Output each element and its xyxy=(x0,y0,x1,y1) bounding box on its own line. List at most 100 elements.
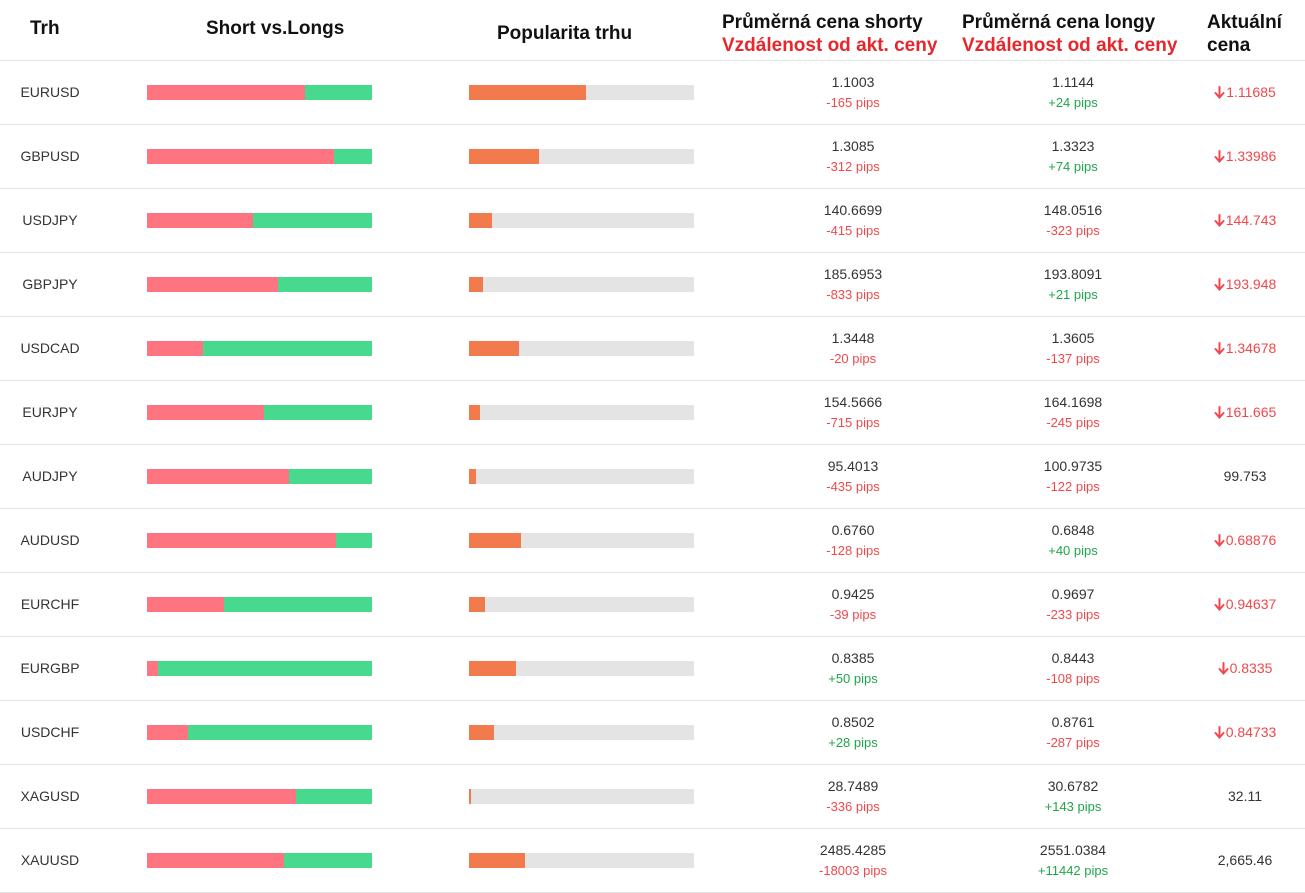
short-long-bar xyxy=(147,85,372,100)
market-symbol[interactable]: AUDUSD xyxy=(20,532,80,548)
short-long-bar xyxy=(147,661,372,676)
popularity-fill xyxy=(469,341,519,356)
long-distance: +11442 pips xyxy=(1037,863,1109,878)
market-symbol[interactable]: USDCAD xyxy=(20,340,80,356)
table-row[interactable]: EURCHF 0.9425 -39 pips 0.9697 -233 pips 0.946… xyxy=(0,573,1305,637)
header-avg-long-title: Průměrná cena longy xyxy=(962,12,1156,33)
short-distance: -20 pips xyxy=(829,351,877,366)
short-long-bar xyxy=(147,341,372,356)
table-row[interactable]: USDCAD 1.3448 -20 pips 1.3605 -137 pips 1.346… xyxy=(0,317,1305,381)
market-symbol[interactable]: EURUSD xyxy=(20,84,80,100)
avg-long-cell: 0.8443 -108 pips xyxy=(973,648,1173,690)
market-symbol[interactable]: EURCHF xyxy=(20,596,80,612)
short-long-bar xyxy=(147,277,372,292)
popularity-fill xyxy=(469,85,586,100)
market-symbol[interactable]: EURJPY xyxy=(22,404,78,420)
avg-short-price: 95.4013 xyxy=(827,458,879,474)
avg-short-price: 2485.4285 xyxy=(819,842,887,858)
avg-short-cell: 1.1003 -165 pips xyxy=(753,72,953,114)
short-long-bar xyxy=(147,213,372,228)
popularity-fill xyxy=(469,149,539,164)
table-row[interactable]: EURGBP 0.8385 +50 pips 0.8443 -108 pips 0.833… xyxy=(0,637,1305,701)
current-price-value: 0.8335 xyxy=(1229,660,1273,676)
market-symbol[interactable]: USDJPY xyxy=(22,212,78,228)
long-distance: -287 pips xyxy=(1046,735,1100,750)
avg-short-cell: 1.3448 -20 pips xyxy=(753,328,953,370)
table-row[interactable]: USDCHF 0.8502 +28 pips 0.8761 -287 pips 0.847… xyxy=(0,701,1305,765)
short-distance: -715 pips xyxy=(826,415,880,430)
header-avg-short-sub: Vzdálenost od akt. ceny xyxy=(722,35,938,56)
table-row[interactable]: AUDUSD 0.6760 -128 pips 0.6848 +40 pips 0.688… xyxy=(0,509,1305,573)
avg-long-price: 0.9697 xyxy=(1051,586,1095,602)
market-symbol[interactable]: AUDJPY xyxy=(22,468,78,484)
popularity-bar xyxy=(469,533,694,548)
popularity-bar xyxy=(469,661,694,676)
header-popularity: Popularita trhu xyxy=(497,23,633,44)
avg-long-cell: 100.9735 -122 pips xyxy=(973,456,1173,498)
short-portion xyxy=(147,405,264,420)
avg-long-price: 0.8443 xyxy=(1051,650,1095,666)
popularity-fill xyxy=(469,533,521,548)
avg-long-cell: 0.9697 -233 pips xyxy=(973,584,1173,626)
current-price: 0.68876 xyxy=(1200,509,1290,572)
long-distance: -108 pips xyxy=(1046,671,1100,686)
current-price: 1.33986 xyxy=(1200,125,1290,188)
header-short-vs-longs: Short vs.Longs xyxy=(206,18,345,39)
table-row[interactable]: AUDJPY 95.4013 -435 pips 100.9735 -122 pips 9… xyxy=(0,445,1305,509)
avg-short-cell: 1.3085 -312 pips xyxy=(753,136,953,178)
short-distance: -128 pips xyxy=(826,543,880,558)
avg-long-price: 1.3323 xyxy=(1051,138,1095,154)
avg-long-price: 0.8761 xyxy=(1051,714,1095,730)
table-row[interactable]: GBPJPY 185.6953 -833 pips 193.8091 +21 pips 1… xyxy=(0,253,1305,317)
short-portion xyxy=(147,277,278,292)
popularity-bar xyxy=(469,597,694,612)
long-distance: -245 pips xyxy=(1046,415,1100,430)
arrow-down-icon xyxy=(1214,150,1225,163)
arrow-down-icon xyxy=(1214,342,1225,355)
market-symbol[interactable]: XAGUSD xyxy=(20,788,80,804)
short-portion xyxy=(147,789,296,804)
avg-long-price: 0.6848 xyxy=(1051,522,1095,538)
header-current-price: Aktuální cena xyxy=(1207,11,1282,57)
short-portion xyxy=(147,597,224,612)
table-row[interactable]: EURJPY 154.5666 -715 pips 164.1698 -245 pips… xyxy=(0,381,1305,445)
market-symbol[interactable]: XAUUSD xyxy=(20,852,80,868)
short-portion xyxy=(147,661,159,676)
short-portion xyxy=(147,149,334,164)
current-price-value: 1.11685 xyxy=(1226,84,1276,100)
arrow-down-icon xyxy=(1214,534,1225,547)
current-price: 2,665.46 xyxy=(1200,829,1290,892)
short-portion xyxy=(147,469,289,484)
popularity-bar xyxy=(469,213,694,228)
table-row[interactable]: GBPUSD 1.3085 -312 pips 1.3323 +74 pips 1.339… xyxy=(0,125,1305,189)
table-row[interactable]: XAGUSD 28.7489 -336 pips 30.6782 +143 pips 32… xyxy=(0,765,1305,829)
arrow-down-icon xyxy=(1214,726,1225,739)
popularity-fill xyxy=(469,853,526,868)
arrow-down-icon xyxy=(1214,214,1225,227)
avg-long-price: 2551.0384 xyxy=(1039,842,1107,858)
current-price-value: 32.11 xyxy=(1228,788,1262,804)
market-symbol[interactable]: EURGBP xyxy=(20,660,80,676)
table-row[interactable]: EURUSD 1.1003 -165 pips 1.1144 +24 pips 1.116… xyxy=(0,61,1305,125)
current-price: 0.8335 xyxy=(1200,637,1290,700)
market-symbol[interactable]: GBPJPY xyxy=(22,276,78,292)
table-body: EURUSD 1.1003 -165 pips 1.1144 +24 pips 1.116… xyxy=(0,61,1305,893)
market-symbol[interactable]: USDCHF xyxy=(20,724,80,740)
popularity-bar xyxy=(469,277,694,292)
avg-short-price: 1.1003 xyxy=(831,74,875,90)
short-long-bar xyxy=(147,149,372,164)
avg-long-cell: 1.1144 +24 pips xyxy=(973,72,1173,114)
arrow-down-icon xyxy=(1214,278,1225,291)
table-row[interactable]: XAUUSD 2485.4285 -18003 pips 2551.0384 +1144… xyxy=(0,829,1305,893)
popularity-fill xyxy=(469,725,494,740)
avg-long-cell: 164.1698 -245 pips xyxy=(973,392,1173,434)
arrow-down-icon xyxy=(1214,86,1225,99)
table-row[interactable]: USDJPY 140.6699 -415 pips 148.0516 -323 pips… xyxy=(0,189,1305,253)
short-distance: -18003 pips xyxy=(819,863,887,878)
popularity-fill xyxy=(469,213,492,228)
popularity-fill xyxy=(469,469,476,484)
short-portion xyxy=(147,341,204,356)
market-symbol[interactable]: GBPUSD xyxy=(20,148,80,164)
popularity-bar xyxy=(469,149,694,164)
avg-long-cell: 0.6848 +40 pips xyxy=(973,520,1173,562)
